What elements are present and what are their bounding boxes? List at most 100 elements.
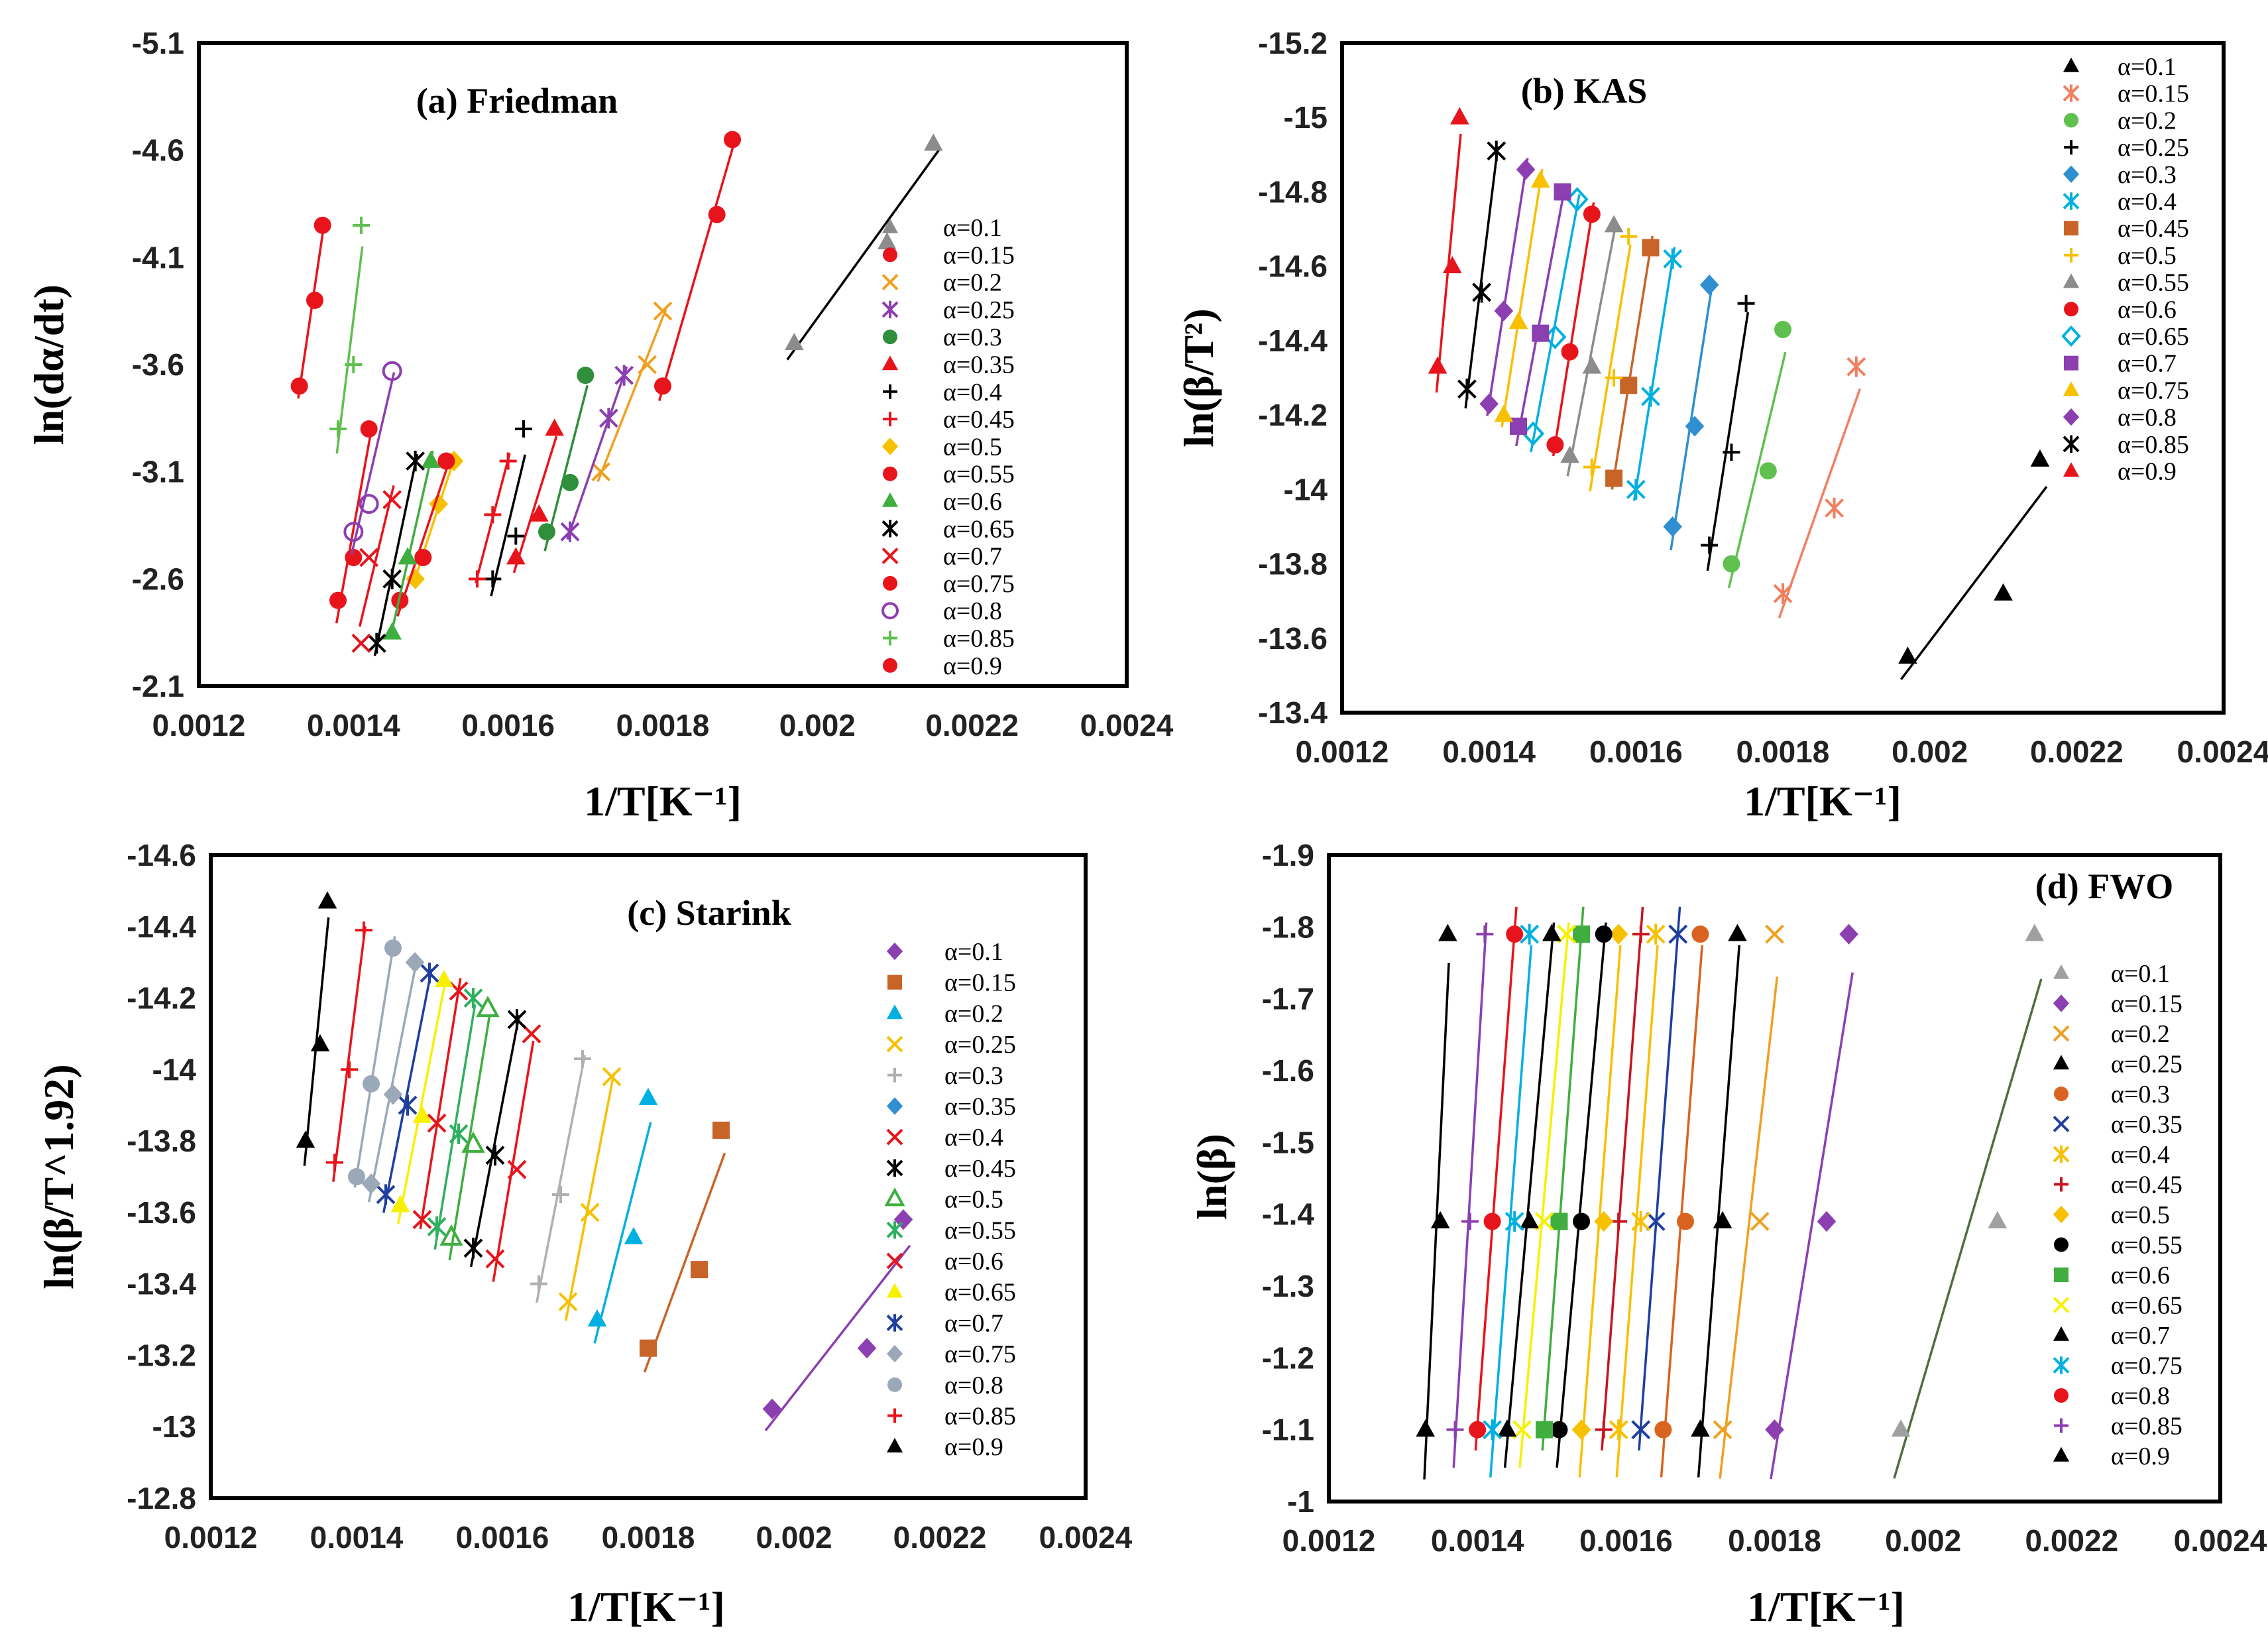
data-point <box>1988 1210 2008 1228</box>
data-point <box>924 133 943 151</box>
data-point <box>463 987 483 1009</box>
legend-label: α=0.1 <box>944 938 1003 966</box>
legend-label: α=0.75 <box>2111 1352 2183 1380</box>
y-tick-label: -12.8 <box>127 1481 196 1515</box>
data-point <box>1654 1421 1672 1439</box>
legend-marker <box>2064 140 2078 155</box>
series-4 <box>1691 923 1747 1478</box>
legend-marker <box>886 1221 903 1239</box>
chart-title: (a) Friedman <box>416 81 618 121</box>
series-13 <box>376 963 439 1213</box>
data-point <box>1626 479 1646 500</box>
y-axis-title: ln(dα/dt) <box>25 284 72 445</box>
series-15 <box>1469 906 1524 1451</box>
trend-line <box>367 958 419 1203</box>
legend-label: α=0.75 <box>2118 377 2189 404</box>
data-point <box>1476 925 1494 943</box>
x-tick-label: 0.0012 <box>1296 735 1389 769</box>
trend-line <box>433 1004 477 1250</box>
x-tick-label: 0.0014 <box>307 708 400 742</box>
trend-line <box>1727 351 1787 589</box>
data-point <box>638 1087 658 1105</box>
legend-marker <box>886 1035 903 1053</box>
trend-line <box>1893 978 2043 1479</box>
data-point <box>1438 923 1457 941</box>
trend-line <box>1900 486 2048 680</box>
series-10 <box>391 452 455 617</box>
series-6 <box>506 418 564 573</box>
legend-marker <box>883 329 897 345</box>
data-point <box>1483 1212 1501 1230</box>
trend-line <box>596 309 667 483</box>
legend-label: α=0.8 <box>2118 404 2177 432</box>
y-tick-label: -14.6 <box>127 838 196 872</box>
data-point <box>1520 1210 1539 1228</box>
y-tick-label: -13 <box>152 1409 196 1444</box>
series-9 <box>1560 215 1624 477</box>
legend-label: α=0.45 <box>944 1155 1016 1183</box>
data-point <box>363 1075 380 1092</box>
legend-label: α=0.6 <box>943 488 1002 516</box>
series-2 <box>640 1121 730 1373</box>
trend-line <box>535 1055 587 1303</box>
legend-label: α=0.85 <box>2118 431 2189 459</box>
legend-marker <box>2063 462 2080 477</box>
series-1 <box>762 1209 913 1431</box>
data-point <box>1583 458 1601 476</box>
data-point <box>437 452 455 470</box>
data-point <box>1609 923 1628 945</box>
trend-line <box>1503 922 1556 1468</box>
x-tick-label: 0.0018 <box>602 1520 695 1555</box>
data-point <box>345 356 363 373</box>
series-13 <box>351 485 402 653</box>
data-point <box>561 473 579 491</box>
trend-line <box>335 434 372 624</box>
data-point <box>348 1168 365 1185</box>
legend-label: α=0.2 <box>2118 107 2177 135</box>
data-point <box>507 1009 527 1030</box>
series-6 <box>1631 906 1688 1451</box>
data-point <box>1699 274 1719 296</box>
data-point <box>1494 404 1514 422</box>
data-point <box>341 1061 358 1079</box>
data-point <box>1487 141 1506 162</box>
data-point <box>345 549 363 566</box>
y-tick-label: -15.2 <box>1258 26 1328 60</box>
data-point <box>1442 256 1462 274</box>
x-tick-label: 0.0022 <box>925 708 1019 742</box>
data-point <box>1595 925 1613 943</box>
legend-label: α=0.15 <box>2118 80 2189 108</box>
y-tick-label: -1.8 <box>1262 910 1314 944</box>
series-7 <box>1605 235 1660 490</box>
data-point <box>785 333 804 351</box>
trend-line <box>382 969 433 1213</box>
y-tick-label: -14 <box>152 1052 197 1087</box>
x-tick-label: 0.0016 <box>456 1520 549 1555</box>
legend-marker <box>886 942 903 961</box>
legend-label: α=0.9 <box>2111 1443 2170 1470</box>
legend-label: α=0.45 <box>2118 215 2189 243</box>
legend-marker <box>2054 1268 2069 1282</box>
legend-label: α=0.7 <box>944 1309 1003 1337</box>
data-point <box>1536 1421 1554 1439</box>
trend-line <box>1601 906 1644 1451</box>
legend-marker <box>887 1408 902 1423</box>
data-point <box>1504 1210 1524 1232</box>
data-point <box>1520 923 1540 945</box>
x-axis-title: 1/T[K⁻¹] <box>1744 778 1901 825</box>
y-tick-label: -13.4 <box>127 1267 196 1301</box>
data-point <box>485 1145 505 1166</box>
data-point <box>1632 925 1650 943</box>
y-tick-label: -13.8 <box>127 1124 196 1158</box>
data-point <box>306 292 323 309</box>
data-point <box>406 450 425 472</box>
legend-label: α=0.65 <box>2118 323 2189 351</box>
data-point <box>1846 356 1866 377</box>
x-tick-label: 0.0024 <box>1039 1520 1133 1555</box>
legend-label: α=0.55 <box>944 1216 1016 1244</box>
series-7 <box>484 420 532 597</box>
series-5 <box>530 1050 591 1303</box>
data-point <box>1469 1421 1487 1439</box>
data-point <box>691 1261 708 1279</box>
series-15 <box>1457 141 1506 409</box>
